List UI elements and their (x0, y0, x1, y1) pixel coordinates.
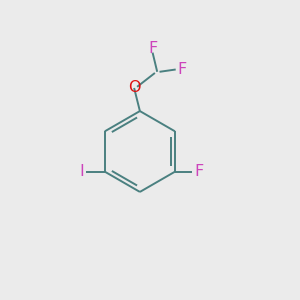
Text: O: O (128, 80, 140, 95)
Text: F: F (148, 41, 157, 56)
Text: F: F (177, 62, 187, 77)
Text: F: F (194, 164, 203, 179)
Text: I: I (80, 164, 84, 179)
